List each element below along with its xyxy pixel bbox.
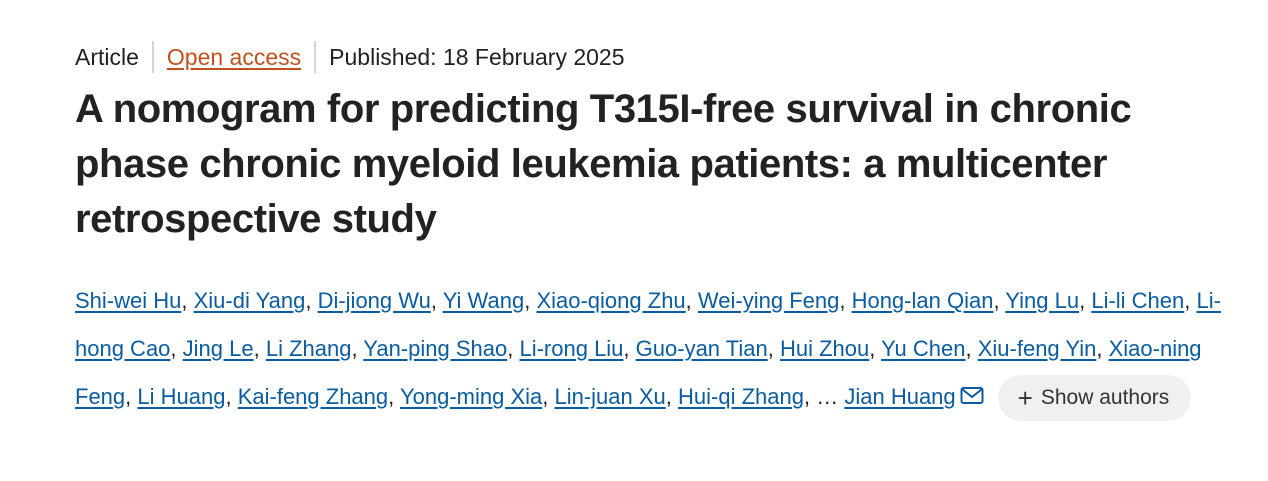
article-type: Article [75, 44, 139, 70]
mail-icon[interactable] [960, 375, 984, 423]
author-link[interactable]: Li-rong Liu [519, 336, 624, 361]
author-link[interactable]: Yu Chen [881, 336, 966, 361]
author-link[interactable]: Shi-wei Hu [75, 288, 182, 313]
author-link[interactable]: Xiao-qiong Zhu [536, 288, 686, 313]
author-link[interactable]: Hui Zhou [779, 336, 870, 361]
author-link[interactable]: Guo-yan Tian [635, 336, 768, 361]
author-link[interactable]: Li Huang [137, 384, 226, 409]
corresponding-author-link[interactable]: Jian Huang [844, 384, 956, 409]
author-link[interactable]: Xiao-ning Feng [75, 336, 1202, 409]
open-access-link[interactable]: Open access [166, 44, 302, 70]
plus-icon: + [1017, 383, 1033, 414]
author-link[interactable]: Li Zhang [265, 336, 352, 361]
author-link[interactable]: Li-hong Cao [75, 288, 1221, 361]
author-link[interactable]: Jing Le [182, 336, 254, 361]
article-header: Article Open access Published: 18 Februa… [75, 40, 1245, 422]
published-date: Published: 18 February 2025 [329, 44, 625, 70]
author-link[interactable]: Xiu-feng Yin [977, 336, 1097, 361]
author-link[interactable]: Di-jiong Wu [317, 288, 431, 313]
author-link[interactable]: Lin-juan Xu [554, 384, 666, 409]
author-link[interactable]: Ying Lu [1005, 288, 1080, 313]
author-link[interactable]: Kai-feng Zhang [237, 384, 389, 409]
author-link[interactable]: Yong-ming Xia [399, 384, 543, 409]
show-authors-label: Show authors [1040, 386, 1170, 410]
author-list: Shi-wei Hu, Xiu-di Yang, Di-jiong Wu, Yi… [75, 277, 1255, 423]
author-link[interactable]: Wei-ying Feng [697, 288, 840, 313]
author-link[interactable]: Xiu-di Yang [193, 288, 306, 313]
meta-divider [314, 41, 317, 73]
author-ellipsis: … [816, 384, 845, 409]
author-link[interactable]: Yi Wang [442, 288, 525, 313]
author-link[interactable]: Hong-lan Qian [851, 288, 994, 313]
article-title: A nomogram for predicting T315I-free sur… [75, 87, 1132, 241]
meta-divider [151, 41, 154, 73]
author-link[interactable]: Yan-ping Shao [363, 336, 508, 361]
author-link[interactable]: Hui-qi Zhang [678, 384, 804, 409]
show-authors-button[interactable]: + Show authors [997, 375, 1192, 422]
article-meta: Article Open access Published: 18 Februa… [75, 40, 1245, 74]
author-link[interactable]: Li-li Chen [1091, 288, 1185, 313]
